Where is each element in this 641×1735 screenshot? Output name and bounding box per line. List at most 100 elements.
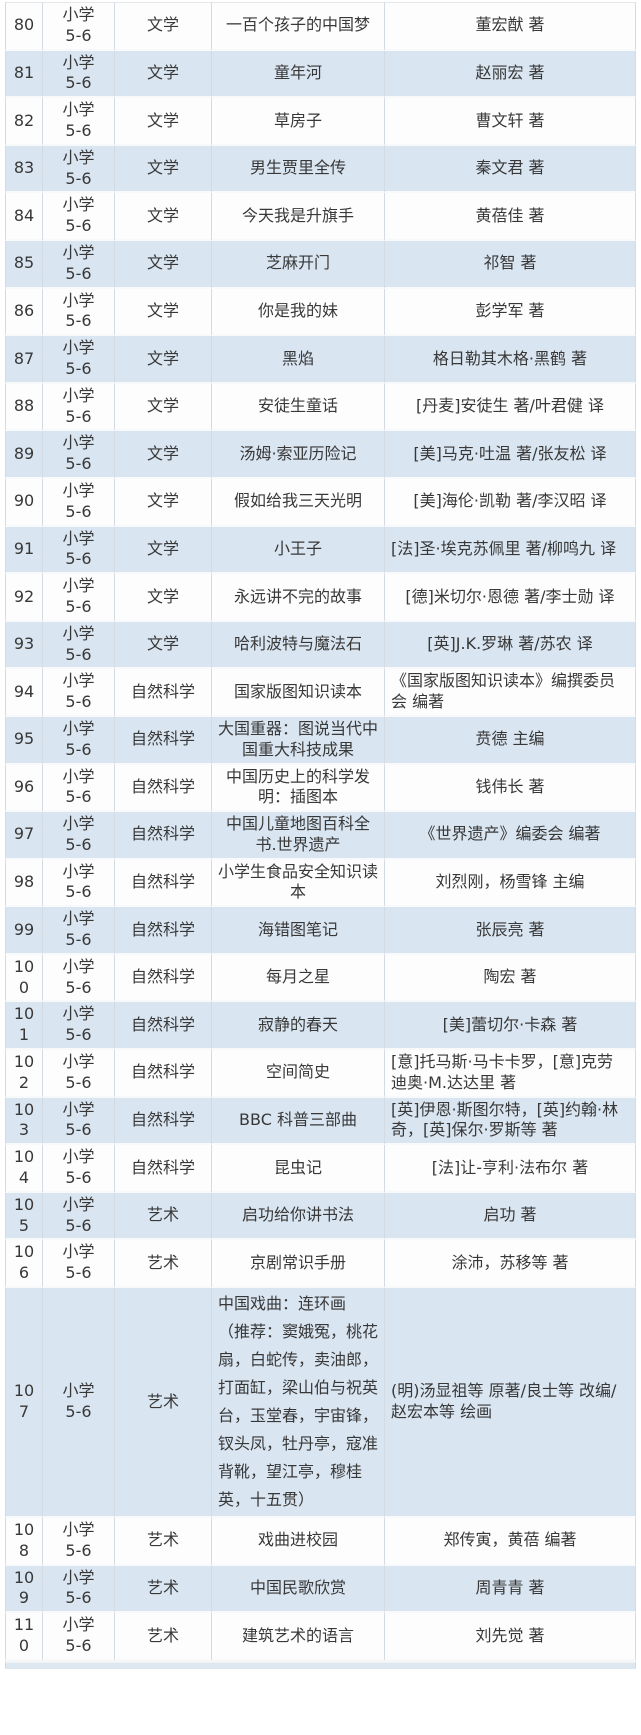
category-cell: 文学 [115, 478, 212, 527]
book-title-cell: 永远讲不完的故事 [212, 574, 385, 622]
table-row: 90 小学 5-6 文学 假如给我三天光明 [美]海伦·凯勒 著/李汉昭 译 [5, 478, 636, 527]
row-number: 110 [5, 1613, 43, 1661]
table-row: 95 小学 5-6 自然科学 大国重器：图说当代中国重大科技成果 贲德 主编 [5, 716, 636, 765]
table-row: 84 小学 5-6 文学 今天我是升旗手 黄蓓佳 著 [5, 193, 636, 241]
category-cell: 自然科学 [115, 764, 212, 813]
category-cell: 文学 [115, 526, 212, 575]
author-cell: 陶宏 著 [385, 954, 636, 1003]
category-cell: 自然科学 [115, 907, 212, 955]
author-cell: 格日勒其木格·黑鹤 著 [385, 336, 636, 384]
grade-cell: 小学 5-6 [43, 336, 115, 384]
author-cell: 钱伟长 著 [385, 764, 636, 813]
book-title-cell: 你是我的妹 [212, 288, 385, 337]
row-number: 82 [5, 98, 43, 146]
grade-cell: 小学 5-6 [43, 526, 115, 575]
grade-cell: 小学 5-6 [43, 1192, 115, 1241]
author-cell: 涂沛，苏移等 著 [385, 1240, 636, 1289]
grade-cell: 小学 5-6 [43, 669, 115, 717]
table-row: 86 小学 5-6 文学 你是我的妹 彭学军 著 [5, 288, 636, 337]
table-row: 101 小学 5-6 自然科学 寂静的春天 [美]蕾切尔·卡森 著 [5, 1002, 636, 1051]
row-number: 108 [5, 1518, 43, 1566]
row-number: 97 [5, 812, 43, 860]
row-number: 92 [5, 574, 43, 622]
book-title-cell: 安徒生童话 [212, 383, 385, 432]
category-cell: 文学 [115, 431, 212, 479]
category-cell: 艺术 [115, 1613, 212, 1661]
row-number: 98 [5, 859, 43, 908]
book-title-cell: 汤姆·索亚历险记 [212, 431, 385, 479]
category-cell: 文学 [115, 383, 212, 432]
book-title-cell: 草房子 [212, 98, 385, 146]
table-row: 98 小学 5-6 自然科学 小学生食品安全知识读本 刘烈刚，杨雪锋 主编 [5, 859, 636, 908]
grade-cell: 小学 5-6 [43, 478, 115, 527]
category-cell: 自然科学 [115, 1050, 212, 1098]
table-row: 92 小学 5-6 文学 永远讲不完的故事 [德]米切尔·恩德 著/李士勋 译 [5, 574, 636, 622]
grade-cell: 小学 5-6 [43, 383, 115, 432]
category-cell: 自然科学 [115, 1097, 212, 1146]
row-number: 99 [5, 907, 43, 955]
table-row: 110 小学 5-6 艺术 建筑艺术的语言 刘先觉 著 [5, 1613, 636, 1661]
row-number: 86 [5, 288, 43, 337]
table-row: 96 小学 5-6 自然科学 中国历史上的科学发明：插图本 钱伟长 著 [5, 764, 636, 813]
author-cell: 郑传寅，黄蓓 编著 [385, 1518, 636, 1566]
row-number: 103 [5, 1097, 43, 1146]
table-row: 103 小学 5-6 自然科学 BBC 科普三部曲 [英]伊恩·斯图尔特，[英]… [5, 1097, 636, 1146]
author-cell: [意]托马斯·马卡卡罗，[意]克劳迪奥·M.达达里 著 [385, 1050, 636, 1098]
row-number: 91 [5, 526, 43, 575]
category-cell: 文学 [115, 50, 212, 99]
book-title-cell: 建筑艺术的语言 [212, 1613, 385, 1661]
author-cell: [美]海伦·凯勒 著/李汉昭 译 [385, 478, 636, 527]
table-row: 105 小学 5-6 艺术 启功给你讲书法 启功 著 [5, 1192, 636, 1241]
grade-cell: 小学 5-6 [43, 1240, 115, 1289]
book-title-cell: 启功给你讲书法 [212, 1192, 385, 1241]
grade-cell: 小学 5-6 [43, 50, 115, 99]
book-title-cell: BBC 科普三部曲 [212, 1097, 385, 1146]
author-cell: 祁智 著 [385, 240, 636, 289]
row-number: 94 [5, 669, 43, 717]
category-cell: 文学 [115, 574, 212, 622]
row-number: 96 [5, 764, 43, 813]
category-cell: 自然科学 [115, 859, 212, 908]
table-row: 106 小学 5-6 艺术 京剧常识手册 涂沛，苏移等 著 [5, 1240, 636, 1289]
author-cell: 彭学军 著 [385, 288, 636, 337]
author-cell: 张辰亮 著 [385, 907, 636, 955]
author-cell: 启功 著 [385, 1192, 636, 1241]
author-cell: 刘先觉 著 [385, 1613, 636, 1661]
table-row: 102 小学 5-6 自然科学 空间简史 [意]托马斯·马卡卡罗，[意]克劳迪奥… [5, 1050, 636, 1098]
row-number: 84 [5, 193, 43, 241]
author-cell: 曹文轩 著 [385, 98, 636, 146]
grade-cell: 小学 5-6 [43, 2, 115, 51]
row-number: 90 [5, 478, 43, 527]
category-cell: 艺术 [115, 1288, 212, 1519]
category-cell: 文学 [115, 336, 212, 384]
book-table-body: 80 小学 5-6 文学 一百个孩子的中国梦 董宏猷 著 81 小学 5-6 文… [5, 2, 636, 1661]
table-row: 104 小学 5-6 自然科学 昆虫记 [法]让-亨利·法布尔 著 [5, 1145, 636, 1193]
table-row: 107 小学 5-6 艺术 中国戏曲：连环画 （推荐：窦娥冤，桃花扇，白蛇传，卖… [5, 1288, 636, 1519]
grade-cell: 小学 5-6 [43, 431, 115, 479]
category-cell: 自然科学 [115, 1145, 212, 1193]
grade-cell: 小学 5-6 [43, 240, 115, 289]
category-cell: 艺术 [115, 1565, 212, 1614]
grade-cell: 小学 5-6 [43, 1145, 115, 1193]
book-title-cell: 中国戏曲：连环画 （推荐：窦娥冤，桃花扇，白蛇传，卖油郎，打面缸，梁山伯与祝英台… [212, 1288, 385, 1519]
grade-cell: 小学 5-6 [43, 288, 115, 337]
book-title-cell: 每月之星 [212, 954, 385, 1003]
category-cell: 文学 [115, 98, 212, 146]
book-title-cell: 中国儿童地图百科全书.世界遗产 [212, 812, 385, 860]
book-title-cell: 小学生食品安全知识读本 [212, 859, 385, 908]
table-row: 83 小学 5-6 文学 男生贾里全传 秦文君 著 [5, 145, 636, 194]
category-cell: 自然科学 [115, 716, 212, 765]
book-title-cell: 童年河 [212, 50, 385, 99]
grade-cell: 小学 5-6 [43, 1050, 115, 1098]
row-number: 109 [5, 1565, 43, 1614]
grade-cell: 小学 5-6 [43, 812, 115, 860]
book-title-cell: 一百个孩子的中国梦 [212, 2, 385, 51]
grade-cell: 小学 5-6 [43, 764, 115, 813]
author-cell: [美]蕾切尔·卡森 著 [385, 1002, 636, 1051]
author-cell: [丹麦]安徒生 著/叶君健 译 [385, 383, 636, 432]
author-cell: [美]马克·吐温 著/张友松 译 [385, 431, 636, 479]
author-cell: 《世界遗产》编委会 编著 [385, 812, 636, 860]
grade-cell: 小学 5-6 [43, 1518, 115, 1566]
grade-cell: 小学 5-6 [43, 1002, 115, 1051]
table-row: 97 小学 5-6 自然科学 中国儿童地图百科全书.世界遗产 《世界遗产》编委会… [5, 812, 636, 860]
